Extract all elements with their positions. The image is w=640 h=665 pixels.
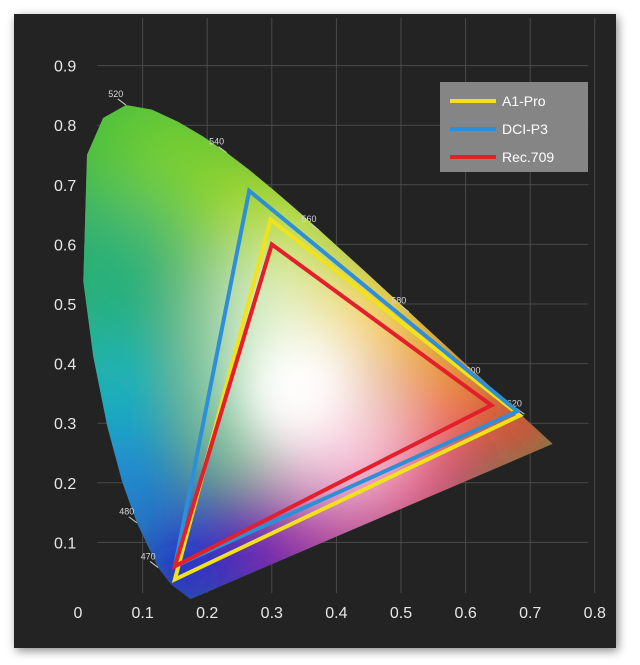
- x-tick-label: 0: [74, 605, 83, 622]
- wavelength-tick: [310, 223, 320, 231]
- wavelength-tick: [149, 561, 159, 568]
- x-tick-label: 0.5: [390, 605, 412, 622]
- y-tick-label: 0.8: [54, 118, 76, 135]
- y-axis-ticks: 0.1 0.2 0.3 0.4 0.5 0.6 0.7 0.8 0.9: [54, 59, 76, 553]
- x-axis-ticks: 0 0.1 0.2 0.3 0.4 0.5 0.6 0.7 0.8: [74, 605, 606, 622]
- wavelength-tick: [128, 516, 138, 524]
- legend-label: A1-Pro: [502, 93, 546, 109]
- x-tick-label: 0.6: [454, 605, 476, 622]
- y-tick-label: 0.9: [54, 59, 76, 76]
- gamut-triangle-a1-pro: [171, 215, 524, 584]
- wavelength-label: 600: [466, 365, 481, 375]
- x-tick-label: 0.1: [131, 605, 153, 622]
- wavelength-label: 540: [209, 137, 224, 147]
- gamut-triangles: [171, 187, 524, 584]
- x-tick-label: 0.8: [584, 605, 606, 622]
- y-tick-label: 0.4: [54, 357, 76, 374]
- wavelength-label: 580: [391, 296, 406, 306]
- wavelength-label: 560: [301, 214, 316, 224]
- wavelength-tick: [400, 305, 410, 313]
- x-tick-label: 0.7: [519, 605, 541, 622]
- wavelength-label: 470: [141, 551, 156, 561]
- wavelength-label: 480: [119, 507, 134, 517]
- color-blob: [258, 348, 337, 427]
- wavelength-tick: [117, 98, 127, 106]
- wavelength-label: 620: [507, 398, 522, 408]
- y-tick-label: 0.1: [54, 535, 76, 552]
- x-tick-label: 0.4: [325, 605, 347, 622]
- y-tick-label: 0.3: [54, 416, 76, 433]
- y-tick-label: 0.6: [54, 237, 76, 254]
- y-tick-label: 0.5: [54, 297, 76, 314]
- y-tick-label: 0.7: [54, 178, 76, 195]
- color-blob: [83, 196, 195, 352]
- legend: A1-Pro DCI-P3 Rec.709: [440, 82, 588, 172]
- wavelength-tick: [218, 146, 227, 154]
- gamut-triangle-dci-p3: [172, 187, 522, 570]
- gamut-triangle-rec-709: [171, 241, 496, 571]
- legend-label: Rec.709: [502, 149, 554, 165]
- x-tick-label: 0.3: [261, 605, 283, 622]
- wavelength-label: 520: [108, 89, 123, 99]
- x-tick-label: 0.2: [196, 605, 218, 622]
- legend-label: DCI-P3: [502, 121, 548, 137]
- y-tick-label: 0.2: [54, 476, 76, 493]
